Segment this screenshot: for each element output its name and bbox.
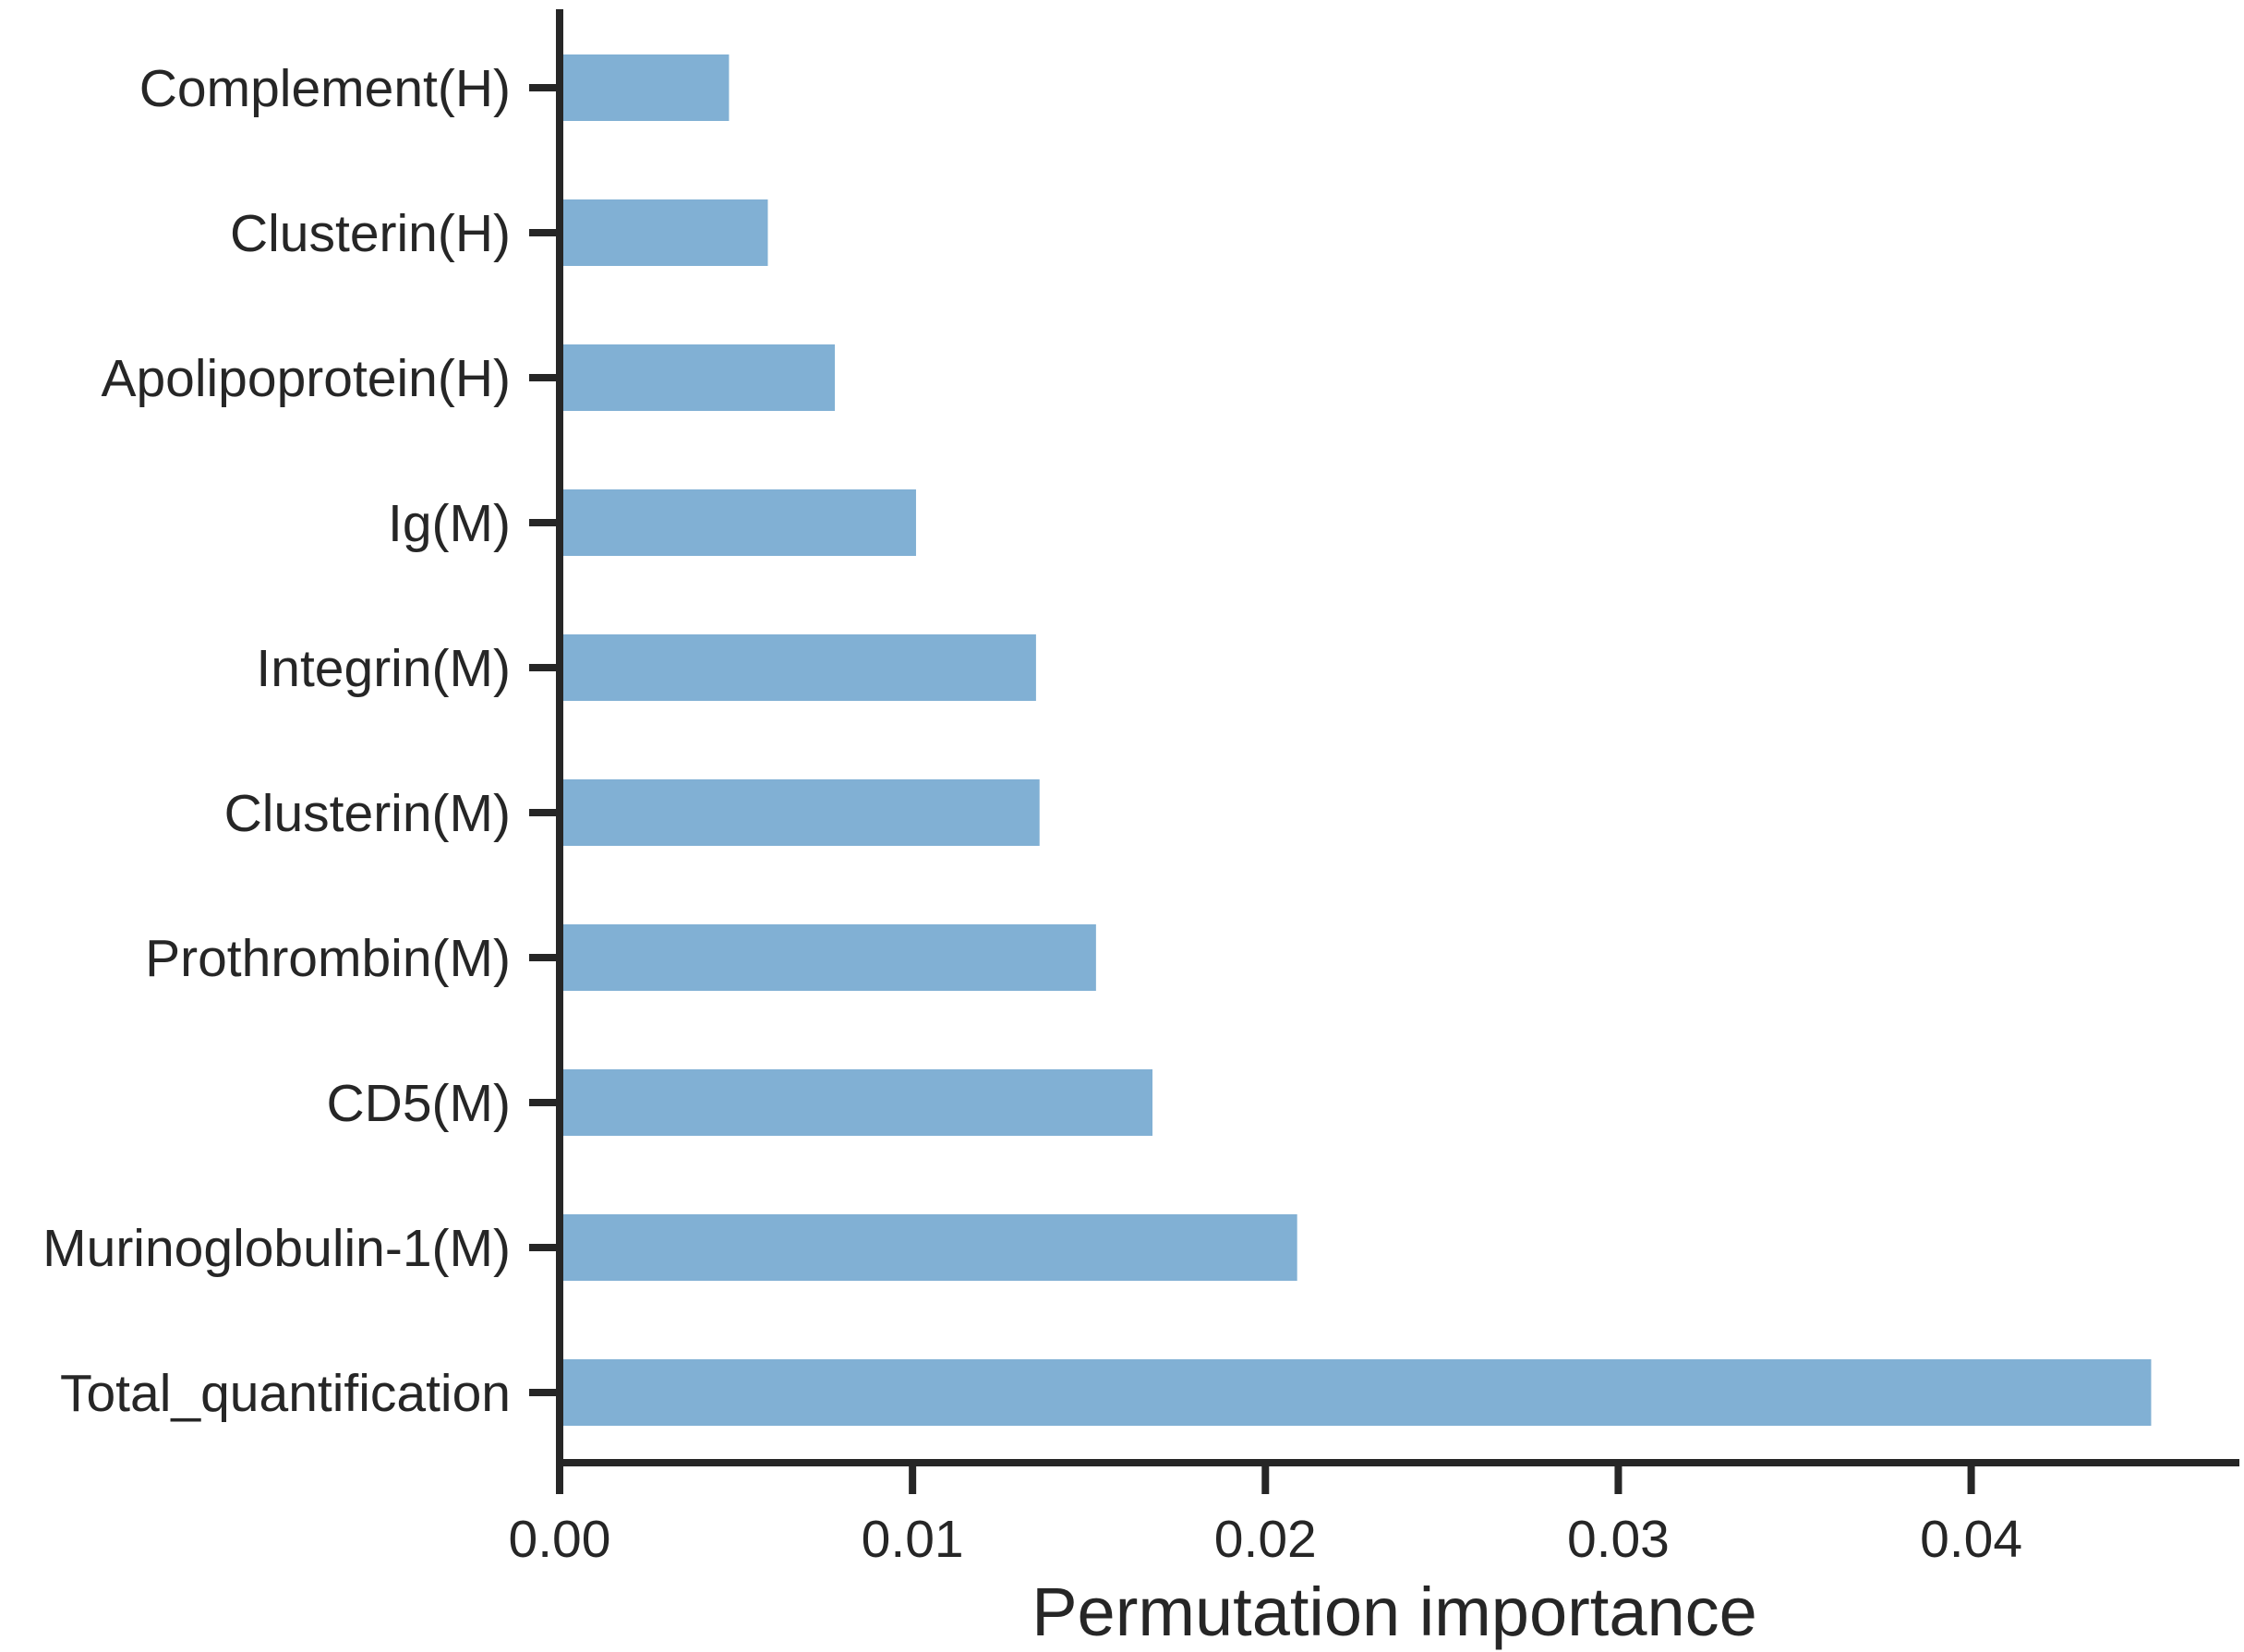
y-tick-label: Apolipoprotein(H) bbox=[101, 349, 511, 408]
y-tick-label: Complement(H) bbox=[139, 59, 511, 118]
y-tick-label: Murinoglobulin-1(M) bbox=[42, 1219, 511, 1278]
bar bbox=[560, 779, 1040, 846]
bar bbox=[560, 634, 1036, 701]
bar bbox=[560, 54, 730, 121]
bar bbox=[560, 344, 836, 411]
bar bbox=[560, 1359, 2152, 1426]
y-tick-label: Ig(M) bbox=[388, 494, 511, 553]
y-tick-label: Prothrombin(M) bbox=[145, 929, 511, 988]
bar bbox=[560, 1214, 1297, 1281]
labels-layer: Complement(H) Clusterin(H) Apolipoprotein(… bbox=[42, 59, 2022, 1569]
bar bbox=[560, 489, 916, 556]
x-tick-label: 0.03 bbox=[1567, 1510, 1670, 1569]
x-tick-label: 0.04 bbox=[1920, 1510, 2022, 1569]
bar bbox=[560, 199, 768, 266]
axes-layer bbox=[529, 9, 2239, 1494]
y-tick-label: Total_quantification bbox=[60, 1364, 511, 1423]
y-tick-label: Integrin(M) bbox=[256, 639, 511, 698]
y-tick-label: CD5(M) bbox=[327, 1074, 511, 1133]
x-tick-label: 0.02 bbox=[1214, 1510, 1317, 1569]
x-tick-label: 0.00 bbox=[509, 1510, 611, 1569]
x-axis-title: Permutation importance bbox=[1032, 1574, 1757, 1650]
bar bbox=[560, 1069, 1152, 1136]
bars-layer bbox=[560, 54, 2152, 1426]
y-tick-label: Clusterin(H) bbox=[230, 204, 511, 263]
x-tick-label: 0.01 bbox=[862, 1510, 964, 1569]
y-tick-label: Clusterin(M) bbox=[224, 784, 511, 843]
bar bbox=[560, 924, 1096, 991]
